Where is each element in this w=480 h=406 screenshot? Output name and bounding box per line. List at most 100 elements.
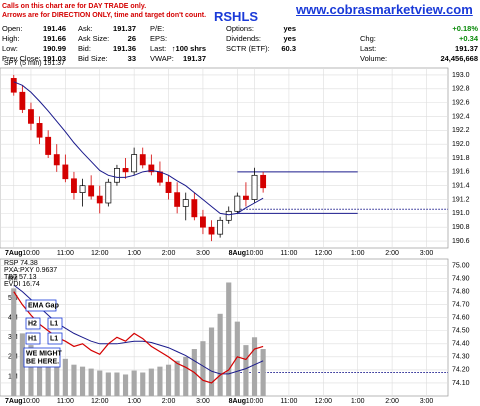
volume-bar (131, 370, 137, 396)
y-tick-label: 191.8 (452, 155, 470, 162)
volume-bar (105, 372, 111, 396)
candle-body (19, 91, 26, 110)
candle-body (200, 216, 206, 228)
x-tick-label: 12:00 (315, 398, 333, 405)
x-tick-label: 2:00 (385, 398, 399, 405)
site-link[interactable]: www.cobrasmarketview.com (296, 2, 473, 17)
quote-label: Bid Size: (78, 54, 108, 63)
quote-label: EPS: (150, 34, 168, 43)
quote-label: Prev Close: (2, 54, 41, 63)
candle-body (79, 185, 86, 193)
quote-label: SCTR (ETF): (226, 44, 270, 53)
candle-body (88, 185, 95, 197)
y-tick-label: 74.20 (452, 367, 470, 374)
volume-bar (251, 337, 258, 396)
x-tick-label: 11:00 (57, 398, 74, 405)
quote-label: Low: (2, 44, 18, 53)
volume-bar (165, 364, 172, 396)
candle-body (182, 199, 189, 207)
y-tick-label: 74.90 (452, 275, 470, 282)
panel-title: SPY (5 min) 191.37 (4, 60, 65, 67)
volume-bar (260, 349, 266, 396)
quote-value: 191.37 (455, 44, 478, 53)
legend-entry: EVDI 16.74 (4, 281, 40, 288)
note-text: EMA Gap (28, 302, 59, 309)
x-tick-label: 10:00 (246, 250, 264, 257)
quote-label: VWAP: (150, 54, 174, 63)
volume-bar (54, 360, 60, 396)
quote-value: 191.03 (43, 54, 66, 63)
y-tick-label: 193.0 (452, 72, 470, 79)
candle-body (242, 195, 249, 200)
volume-bar (208, 327, 215, 396)
note-text: BE HERE. (26, 358, 59, 365)
x-tick-label: 11:00 (57, 250, 74, 257)
y-tick-label: 192.0 (452, 141, 470, 148)
y-tick-label: 74.70 (452, 302, 470, 309)
note-box (25, 299, 57, 312)
volume-bar (36, 352, 43, 396)
x-tick-label: 10:00 (22, 250, 40, 257)
candle-body (148, 164, 155, 173)
quote-label: Ask: (78, 24, 93, 33)
candle-body (139, 154, 146, 166)
quote-table: Open: 191.46 High: 191.66 Low: 190.99 Prev Clo… (0, 22, 480, 64)
y2-tick-label: 6M (8, 275, 18, 282)
x-tick-label: 12:00 (91, 250, 109, 257)
quote-label: Open: (2, 24, 23, 33)
y-tick-label: 190.8 (452, 224, 470, 231)
notice-line: Arrows are for DIRECTION ONLY, time and … (2, 12, 207, 19)
candle-body (165, 181, 172, 193)
x-tick-label: 3:00 (196, 398, 210, 405)
y-tick-label: 74.10 (452, 380, 470, 387)
x-tick-label: 12:00 (315, 250, 333, 257)
quote-value: 190.99 (43, 44, 66, 53)
y-tick-label: 74.60 (452, 315, 470, 322)
y-tick-label: 74.30 (452, 354, 470, 361)
x-tick-label: 7Aug (5, 398, 23, 405)
candle-body (251, 174, 258, 200)
volume-bar (114, 372, 120, 396)
candle-body (105, 181, 112, 204)
quote-value: 191.36 (113, 44, 136, 53)
candle-body (208, 226, 215, 235)
x-tick-label: 10:00 (22, 398, 40, 405)
volume-bar (174, 360, 180, 396)
note-text: H2 (28, 320, 37, 327)
quote-value: 191.46 (43, 24, 66, 33)
x-tick-label: 11:00 (280, 398, 297, 405)
x-tick-label: 1:00 (351, 398, 365, 405)
candle-body (53, 154, 60, 166)
candle-body (234, 195, 241, 212)
candle-body (131, 154, 138, 173)
volume-bar (183, 356, 189, 396)
candle-body (10, 78, 17, 93)
candle-body (157, 171, 163, 183)
quote-label: High: (2, 34, 20, 43)
quote-label: P/E: (150, 24, 165, 33)
quote-value: 191.37 (183, 54, 206, 63)
candle-body (217, 219, 224, 235)
y-tick-label: 191.2 (452, 196, 470, 203)
candle-body (191, 199, 198, 218)
volume-bar (140, 372, 146, 396)
x-tick-label: 2:00 (162, 398, 176, 405)
legend-entry: TBT 57.13 (4, 274, 37, 281)
legend-entry: PXA:PXY 0.9637 (4, 267, 57, 274)
y-tick-label: 191.6 (452, 169, 470, 176)
quote-value: yes (283, 34, 296, 43)
quote-label: Last: (150, 44, 167, 53)
y-tick-label: 192.2 (452, 127, 470, 134)
y-tick-label: 192.8 (452, 86, 470, 93)
quote-value: 33 (127, 54, 136, 63)
volume-bar (157, 366, 163, 396)
quote-label: Options: (226, 24, 254, 33)
quote-label: Last: (360, 44, 377, 53)
volume-bar (11, 288, 17, 396)
quote-value: 26 (127, 34, 136, 43)
quote-label: Ask Size: (78, 34, 110, 43)
note-text: L1 (50, 335, 58, 342)
note-box (47, 317, 63, 330)
moving-average (13, 81, 264, 216)
